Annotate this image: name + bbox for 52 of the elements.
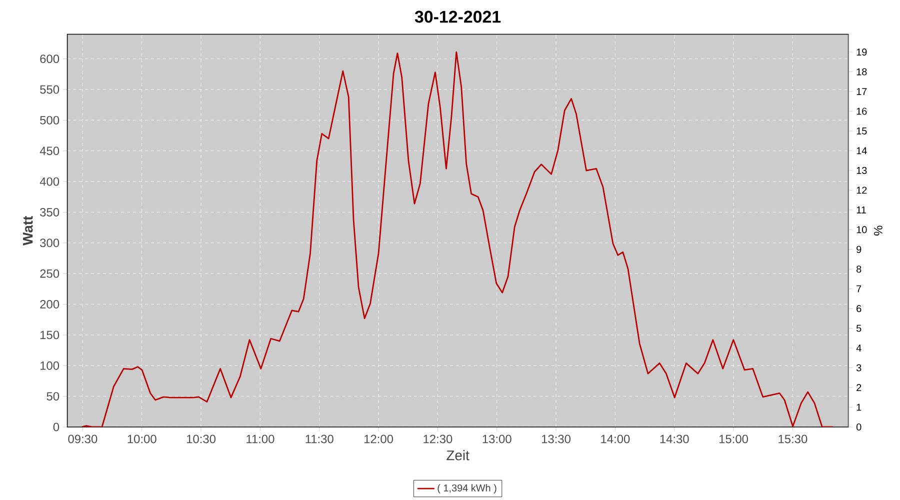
y-tick-label: 550 [40, 85, 60, 94]
y-tick-label: 50 [46, 392, 60, 401]
y2-axis-title: % [874, 226, 882, 236]
x-tick-label: 15:30 [778, 434, 808, 444]
line-series [81, 51, 834, 427]
y2-tick-label: 10 [856, 226, 867, 234]
y-tick-label: 200 [40, 300, 60, 308]
x-tick-label: 15:00 [719, 434, 748, 444]
y-tick-label: 600 [40, 54, 60, 64]
y2-tick-label: 9 [856, 246, 862, 253]
y2-tick-label: 13 [856, 166, 867, 174]
x-tick-label: 14:30 [660, 434, 689, 444]
x-tick-label: 13:30 [542, 434, 571, 444]
x-tick-label: 10:00 [128, 434, 156, 444]
y-tick-label: 500 [40, 116, 60, 124]
y2-tick-label: 7 [856, 285, 862, 292]
y2-tick-label: 11 [856, 206, 866, 214]
chart-title: 30-12-2021 [414, 10, 501, 23]
y-tick-label: 0 [53, 422, 60, 432]
y-tick-label: 450 [40, 146, 60, 156]
y-tick-label: 150 [40, 330, 60, 340]
x-tick-label: 14:00 [601, 434, 630, 444]
x-tick-label: 12:30 [424, 434, 452, 444]
y-tick-label: 100 [40, 361, 60, 370]
y2-tick-label: 15 [856, 128, 867, 134]
y2-tick-label: 2 [856, 384, 862, 391]
y2-tick-label: 8 [856, 266, 862, 273]
y2-tick-label: 14 [856, 147, 867, 154]
x-tick-label: 12:00 [364, 434, 394, 444]
y-tick-label: 400 [40, 177, 60, 186]
x-axis-title: Zeit [446, 450, 470, 460]
y2-tick-label: 3 [856, 364, 862, 372]
x-tick-label: 09:30 [68, 434, 98, 444]
x-tick-label: 13:00 [482, 434, 512, 444]
y2-tick-label: 4 [856, 344, 862, 352]
x-tick-label: 11:00 [246, 434, 274, 444]
y-tick-label: 350 [40, 208, 60, 216]
x-tick-label: 10:30 [186, 434, 216, 444]
x-tick-label: 11:30 [306, 434, 334, 444]
y-axis-title: Watt [23, 216, 33, 246]
legend-label: ( 1,394 kWh ) [438, 484, 496, 494]
y2-tick-label: 5 [856, 324, 862, 332]
y2-tick-label: 19 [856, 48, 867, 56]
y2-tick-label: 16 [856, 108, 867, 115]
y2-tick-label: 18 [856, 68, 867, 76]
y-tick-label: 250 [40, 269, 60, 278]
y2-tick-label: 0 [856, 423, 862, 431]
y2-tick-label: 17 [856, 88, 867, 95]
y2-tick-label: 6 [856, 305, 862, 312]
y2-tick-label: 12 [856, 186, 867, 194]
y-tick-label: 300 [40, 238, 60, 248]
y2-tick-label: 1 [856, 404, 862, 411]
